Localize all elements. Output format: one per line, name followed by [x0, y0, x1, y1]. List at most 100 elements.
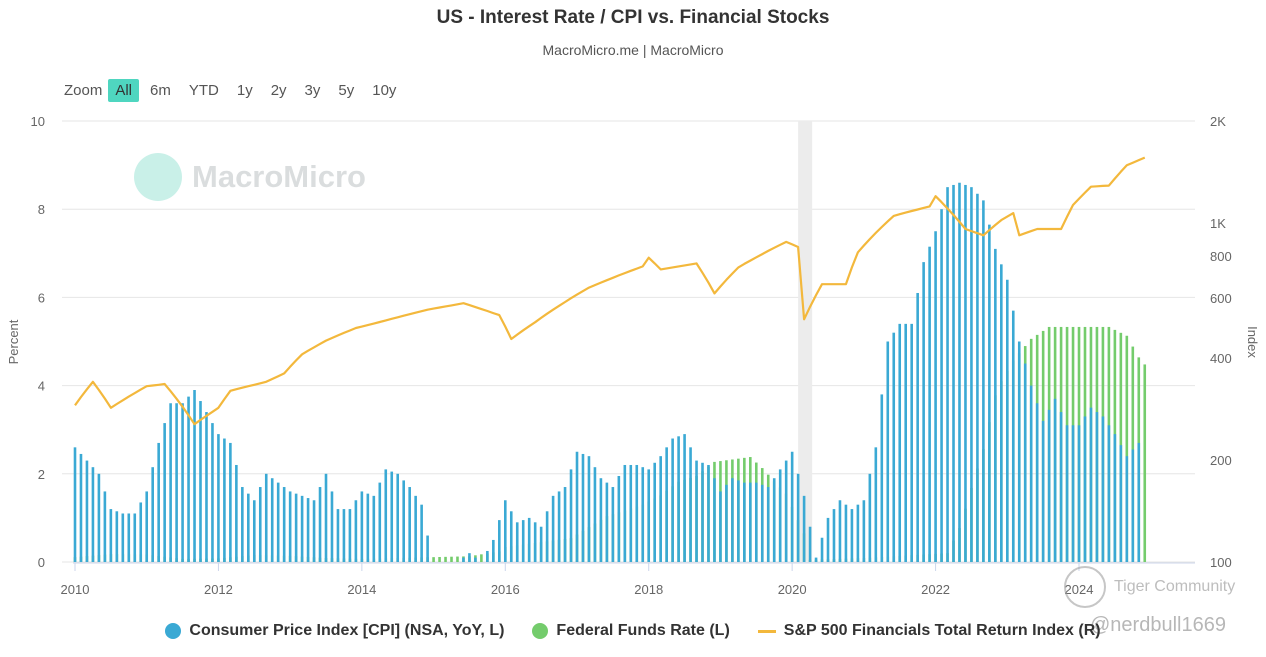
- cpi-bar: [282, 487, 286, 562]
- cpi-bar: [211, 423, 214, 562]
- tiger-community-overlay: Tiger Community: [1064, 566, 1235, 608]
- cpi-bar: [342, 509, 346, 562]
- chart-plot[interactable]: 0 2 4 6 8 10 100 200 400 600 800 1K 2K 2010 2012 2014 20…: [0, 0, 1266, 620]
- cpi-bar: [533, 522, 537, 562]
- zoom-button-5y[interactable]: 5y: [338, 81, 355, 99]
- cpi-bar: [886, 341, 890, 562]
- cpi-bar: [103, 491, 107, 562]
- cpi-bar: [856, 504, 860, 562]
- cpi-bar: [653, 462, 656, 562]
- cpi-bar: [946, 187, 949, 562]
- cpi-bar: [605, 482, 609, 562]
- cpi-bar: [982, 200, 985, 562]
- cpi-bar: [288, 491, 292, 562]
- legend-label-spx: S&P 500 Financials Total Return Index (R…: [783, 622, 1101, 639]
- cpi-bar: [1107, 425, 1111, 562]
- cpi-bar: [486, 550, 489, 562]
- watermark-text: MacroMicro: [192, 159, 366, 194]
- zoom-button-3y[interactable]: 3y: [304, 81, 321, 99]
- cpi-bar: [1000, 264, 1003, 562]
- cpi-bar: [1017, 341, 1021, 562]
- cpi-bar: [749, 482, 752, 562]
- cpi-bar: [647, 469, 651, 562]
- cpi-bar: [760, 484, 764, 562]
- cpi-bar: [808, 526, 812, 562]
- cpi-bar: [599, 478, 603, 562]
- cpi-bar: [641, 467, 645, 562]
- cpi-bar: [1119, 445, 1123, 562]
- x-tick-label: 2014: [347, 582, 376, 597]
- cpi-bar: [229, 442, 232, 562]
- tiger-logo-icon: [1064, 566, 1106, 608]
- cpi-bar: [575, 451, 579, 562]
- x-tick-label: 2022: [921, 582, 950, 597]
- cpi-bar: [826, 517, 830, 562]
- cpi-bar: [551, 495, 555, 562]
- cpi-bar: [659, 456, 662, 562]
- cpi-bar: [964, 184, 967, 562]
- cpi-bar: [671, 438, 674, 562]
- zoom-button-all[interactable]: All: [108, 78, 140, 102]
- left-tick-label: 0: [38, 555, 45, 570]
- cpi-bar: [1077, 425, 1081, 562]
- tiger-community-text: Tiger Community: [1114, 578, 1236, 595]
- cpi-bar: [904, 323, 908, 562]
- ffr-bar: [456, 556, 459, 562]
- spx-line-layer: [74, 156, 1146, 426]
- cpi-bar: [498, 520, 501, 562]
- cpi-bar: [928, 246, 931, 562]
- cpi-bar: [772, 478, 776, 562]
- cpi-bar: [820, 537, 824, 562]
- cpi-bar: [629, 464, 633, 562]
- cpi-bar: [187, 396, 190, 562]
- cpi-bar: [898, 323, 902, 562]
- cpi-bar: [892, 332, 896, 562]
- cpi-bar: [390, 471, 394, 562]
- cpi-bar: [1041, 420, 1045, 562]
- recession-band: [798, 121, 813, 562]
- cpi-bar: [814, 557, 818, 562]
- cpi-bar: [1029, 385, 1033, 562]
- cpi-bar: [766, 487, 770, 562]
- cpi-bar: [1071, 425, 1075, 562]
- right-tick-label: 200: [1210, 453, 1232, 468]
- cpi-bar: [778, 469, 782, 562]
- cpi-bar: [880, 394, 884, 562]
- zoom-button-10y[interactable]: 10y: [372, 81, 397, 99]
- right-tick-label: 800: [1210, 249, 1232, 264]
- legend-item-cpi[interactable]: Consumer Price Index [CPI] (NSA, YoY, L): [165, 622, 504, 640]
- cpi-bar: [1035, 403, 1039, 562]
- cpi-bar: [958, 182, 961, 563]
- cpi-bar: [360, 491, 364, 562]
- cpi-bar: [569, 469, 573, 562]
- cpi-bar: [1023, 363, 1027, 562]
- cpi-bar: [503, 500, 507, 562]
- cpi-bar: [844, 504, 848, 562]
- legend-swatch-spx: [757, 629, 776, 633]
- cpi-bar: [952, 184, 955, 562]
- cpi-bar: [181, 403, 184, 562]
- cpi-bar: [294, 493, 298, 562]
- cpi-bar: [372, 495, 376, 562]
- legend-item-ffr[interactable]: Federal Funds Rate (L): [532, 622, 730, 640]
- cpi-bar: [85, 460, 89, 562]
- cpi-bar: [587, 456, 591, 562]
- legend-item-spx[interactable]: S&P 500 Financials Total Return Index (R…: [757, 622, 1101, 640]
- left-tick-label: 2: [38, 467, 45, 482]
- cpi-bar: [707, 464, 710, 562]
- left-tick-label: 8: [38, 202, 45, 217]
- cpi-bar: [276, 482, 280, 562]
- zoom-button-2y[interactable]: 2y: [270, 81, 287, 99]
- zoom-button-1y[interactable]: 1y: [236, 81, 253, 99]
- cpi-bar: [1053, 398, 1057, 562]
- cpi-bar: [1047, 409, 1051, 562]
- cpi-bar: [157, 442, 160, 562]
- recession-layer: [798, 121, 813, 562]
- cpi-bar: [539, 526, 543, 562]
- chart-subtitle: MacroMicro.me | MacroMicro: [542, 42, 724, 58]
- cpi-bar: [223, 438, 226, 562]
- zoom-button-ytd[interactable]: YTD: [188, 81, 219, 99]
- cpi-bar: [420, 504, 423, 562]
- zoom-button-6m[interactable]: 6m: [150, 81, 171, 99]
- cpi-bar: [97, 473, 101, 562]
